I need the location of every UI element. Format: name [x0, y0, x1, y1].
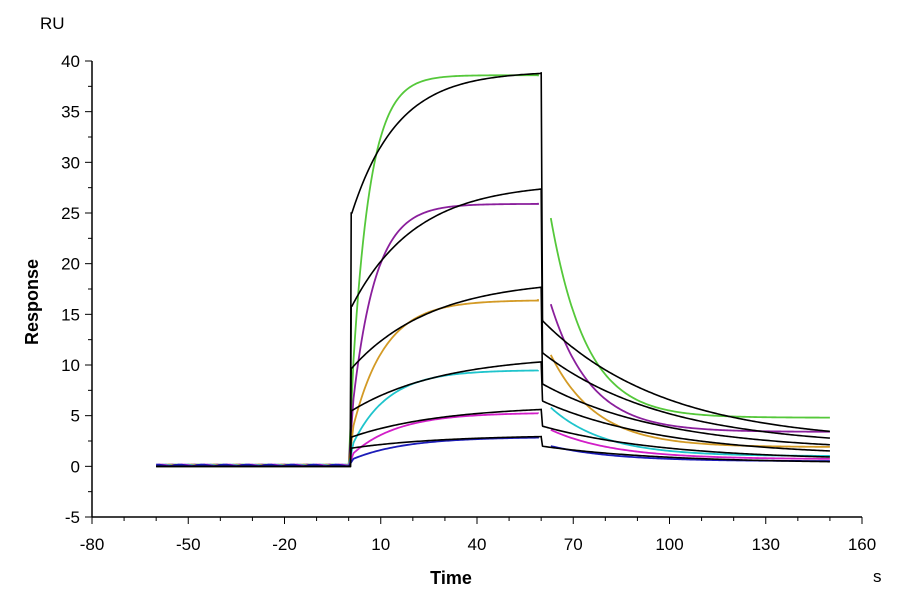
y-tick-label: 35	[61, 103, 80, 122]
x-tick-label: -80	[80, 535, 105, 554]
x-tick-label: 10	[371, 535, 390, 554]
y-tick-label: 5	[71, 407, 80, 426]
fit-series-line	[156, 361, 830, 468]
fit-series-line	[156, 188, 830, 468]
x-tick-label: -50	[176, 535, 201, 554]
y-tick-label: 0	[71, 457, 80, 476]
x-axis-title: Time	[430, 568, 472, 588]
fit-series-line	[156, 435, 830, 468]
y-tick-label: -5	[65, 508, 80, 527]
y-tick-label: 20	[61, 255, 80, 274]
fit-series-line	[156, 408, 830, 468]
measured-series-line	[156, 299, 830, 468]
data-layer	[156, 72, 830, 468]
y-tick-label: 40	[61, 52, 80, 71]
measured-series-line	[156, 436, 830, 468]
x-tick-label: 130	[752, 535, 780, 554]
measured-series-line	[156, 369, 830, 468]
y-tick-label: 15	[61, 305, 80, 324]
y-tick-label: 25	[61, 204, 80, 223]
x-tick-label: -20	[272, 535, 297, 554]
y-tick-label: 30	[61, 153, 80, 172]
fit-series-line	[156, 72, 830, 468]
x-tick-label: 70	[564, 535, 583, 554]
x-tick-label: 160	[848, 535, 876, 554]
y-tick-label: 10	[61, 356, 80, 375]
x-tick-label: 100	[655, 535, 683, 554]
y-axis-title: Response	[22, 259, 42, 345]
measured-series-line	[156, 412, 830, 468]
y-unit-label: RU	[40, 14, 65, 33]
x-tick-label: 40	[468, 535, 487, 554]
measured-series-line	[156, 74, 830, 468]
x-unit-label: s	[873, 567, 882, 586]
fit-series-line	[156, 286, 830, 468]
